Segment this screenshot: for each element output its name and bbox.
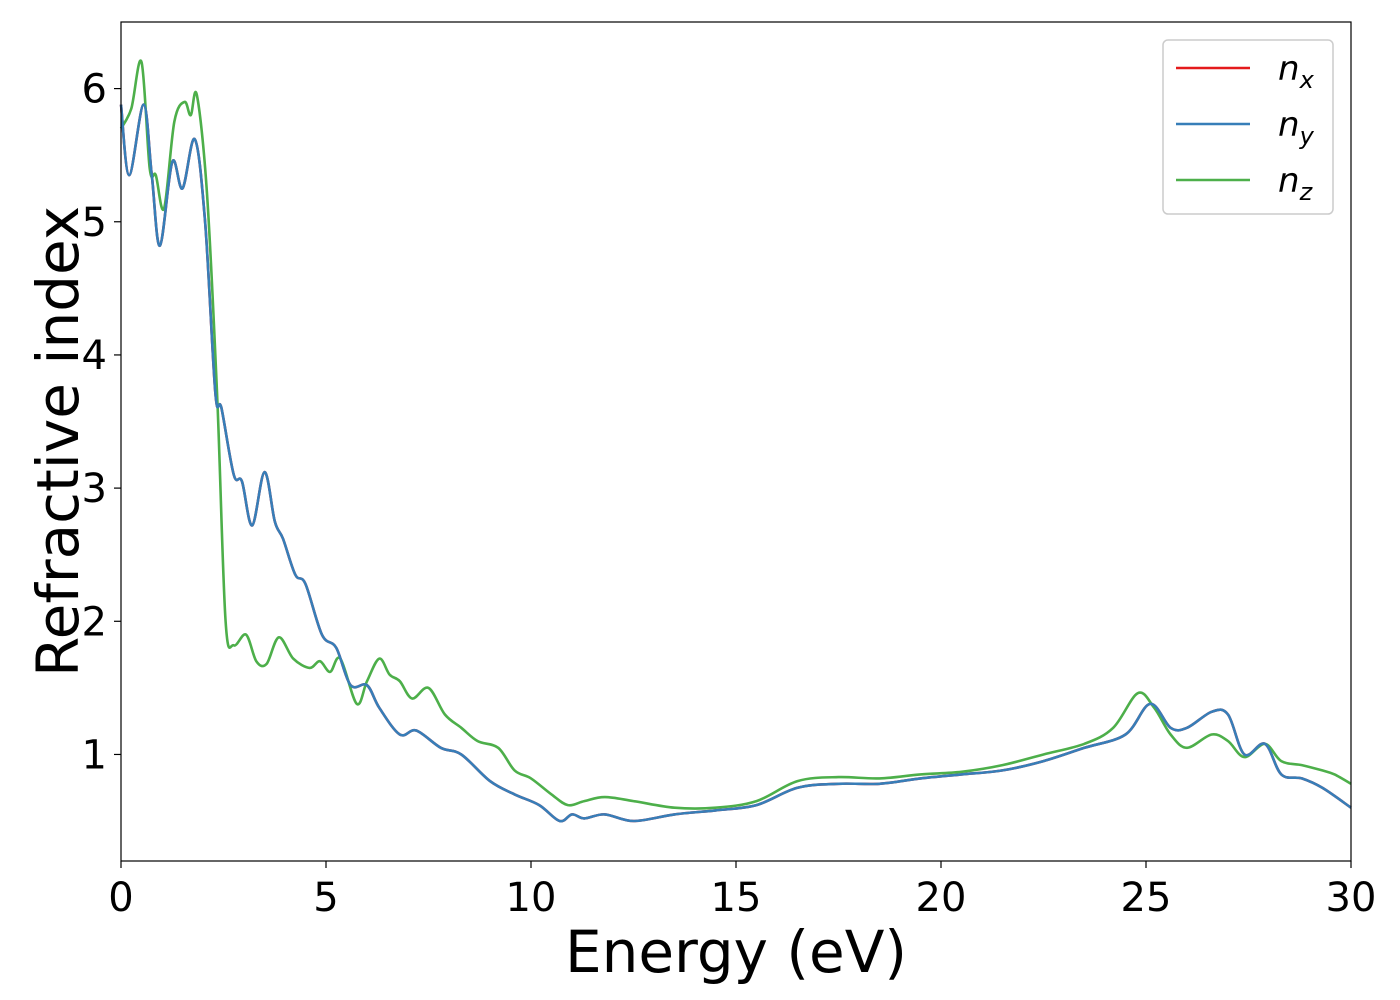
x-tick-label: 10	[506, 875, 557, 921]
x-tick-label: 30	[1326, 875, 1377, 921]
x-tick-label: 25	[1121, 875, 1172, 921]
legend-label-main: n	[1278, 49, 1300, 89]
x-tick-label: 5	[313, 875, 338, 921]
y-tick-label: 2	[82, 599, 107, 645]
y-axis-ticks: 1 2 3 4 5 6	[82, 67, 121, 778]
legend-label-subscript: x	[1299, 66, 1315, 94]
y-tick-label: 3	[82, 466, 107, 512]
legend-box	[1162, 39, 1334, 215]
legend-label-nx: nx	[1278, 49, 1315, 94]
x-tick-label: 0	[108, 875, 133, 921]
legend-label-nz: nz	[1278, 161, 1314, 206]
x-axis-label: Energy (eV)	[565, 918, 907, 986]
legend-label-main: n	[1278, 105, 1300, 145]
plot-frame	[120, 21, 1352, 862]
y-axis-label: Refractive index	[24, 206, 92, 677]
series-line-ny	[119, 103, 1352, 823]
legend-label-main: n	[1278, 161, 1300, 201]
y-tick-label: 1	[82, 732, 107, 778]
y-tick-label: 6	[82, 67, 107, 113]
y-tick-label: 5	[82, 200, 107, 246]
x-axis-ticks: 0 5 10 15 20 25 30	[108, 861, 1376, 921]
legend-label-subscript: y	[1299, 122, 1315, 150]
legend-label-subscript: z	[1299, 178, 1314, 206]
legend-label-ny: ny	[1278, 105, 1315, 150]
x-tick-label: 15	[711, 875, 762, 921]
plot-lines	[119, 59, 1352, 823]
x-tick-label: 20	[916, 875, 967, 921]
y-tick-label: 4	[82, 333, 107, 379]
